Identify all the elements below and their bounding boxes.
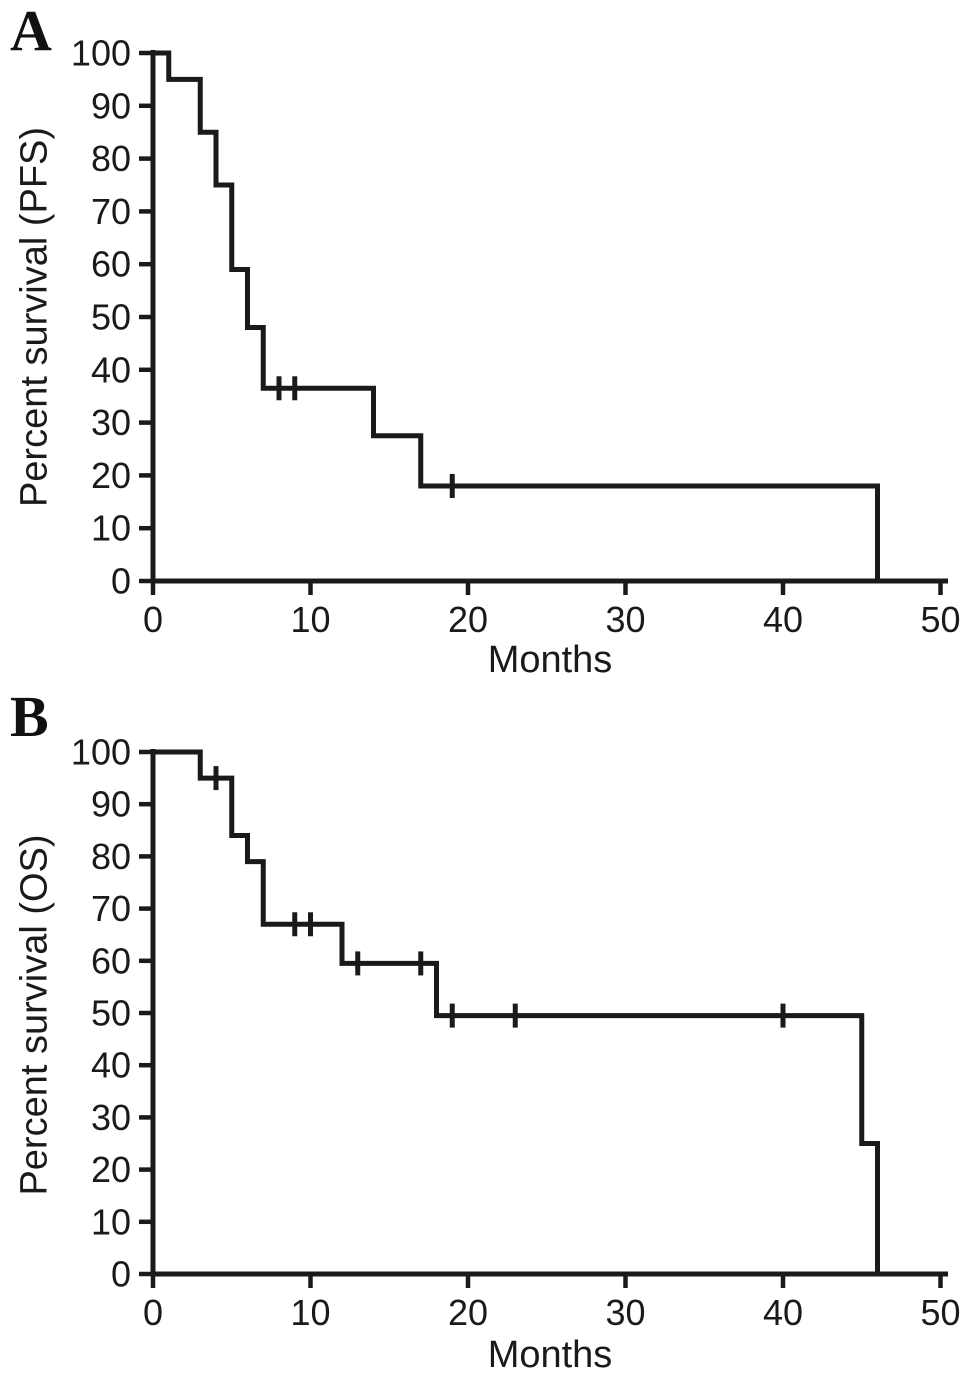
panel-a-letter: A <box>10 0 52 63</box>
pfs-survival-chart: 0 10 20 30 40 50 60 70 80 90 100 0 10 20 30 40 50 <box>71 33 961 641</box>
y-tick-label: 0 <box>111 1254 131 1295</box>
panel-b-letter: B <box>10 684 49 749</box>
x-tick-label: 50 <box>920 599 960 640</box>
y-tick-label: 80 <box>91 836 131 877</box>
y-tick-label: 10 <box>91 508 131 549</box>
y-tick-label: 40 <box>91 1045 131 1086</box>
y-tick-label: 70 <box>91 888 131 929</box>
y-tick-label: 50 <box>91 993 131 1034</box>
os-x-axis-title: Months <box>487 1334 613 1376</box>
x-tick-label: 0 <box>143 599 163 640</box>
x-tick-label: 20 <box>448 1292 488 1333</box>
y-tick-label: 20 <box>91 455 131 496</box>
pfs-x-axis-title: Months <box>487 639 613 681</box>
pfs-y-axis-title: Percent survival (PFS) <box>13 126 56 508</box>
os-y-axis-title: Percent survival (OS) <box>13 834 56 1196</box>
y-tick-label: 30 <box>91 1097 131 1138</box>
y-tick-label: 20 <box>91 1149 131 1190</box>
x-tick-label: 30 <box>605 599 645 640</box>
x-tick-label: 0 <box>143 1292 163 1333</box>
x-tick-label: 30 <box>605 1292 645 1333</box>
os-survival-chart: 0 10 20 30 40 50 60 70 80 90 100 0 10 20 30 40 50 <box>71 732 961 1334</box>
x-tick-label: 10 <box>290 599 330 640</box>
y-tick-label: 30 <box>91 402 131 443</box>
x-tick-label: 10 <box>290 1292 330 1333</box>
y-tick-label: 100 <box>71 33 131 74</box>
x-tick-label: 40 <box>763 599 803 640</box>
y-tick-label: 90 <box>91 784 131 825</box>
survival-curve <box>153 50 880 581</box>
y-tick-label: 80 <box>91 138 131 179</box>
x-tick-label: 20 <box>448 599 488 640</box>
y-tick-label: 70 <box>91 191 131 232</box>
survival-curve <box>153 749 880 1274</box>
y-tick-label: 40 <box>91 349 131 390</box>
x-tick-label: 50 <box>920 1292 960 1333</box>
y-tick-label: 50 <box>91 297 131 338</box>
y-tick-label: 60 <box>91 244 131 285</box>
y-tick-label: 10 <box>91 1201 131 1242</box>
x-tick-label: 40 <box>763 1292 803 1333</box>
y-tick-label: 60 <box>91 940 131 981</box>
y-tick-label: 0 <box>111 561 131 602</box>
y-tick-label: 100 <box>71 732 131 773</box>
y-tick-label: 90 <box>91 85 131 126</box>
